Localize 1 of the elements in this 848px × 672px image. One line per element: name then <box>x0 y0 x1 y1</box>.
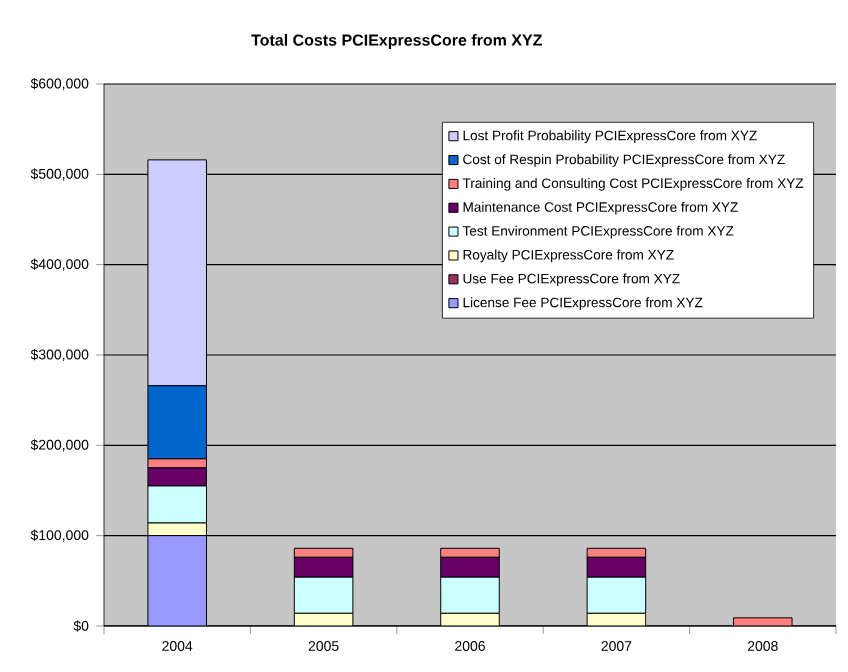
chart-title: Total Costs PCIExpressCore from XYZ <box>251 34 542 49</box>
